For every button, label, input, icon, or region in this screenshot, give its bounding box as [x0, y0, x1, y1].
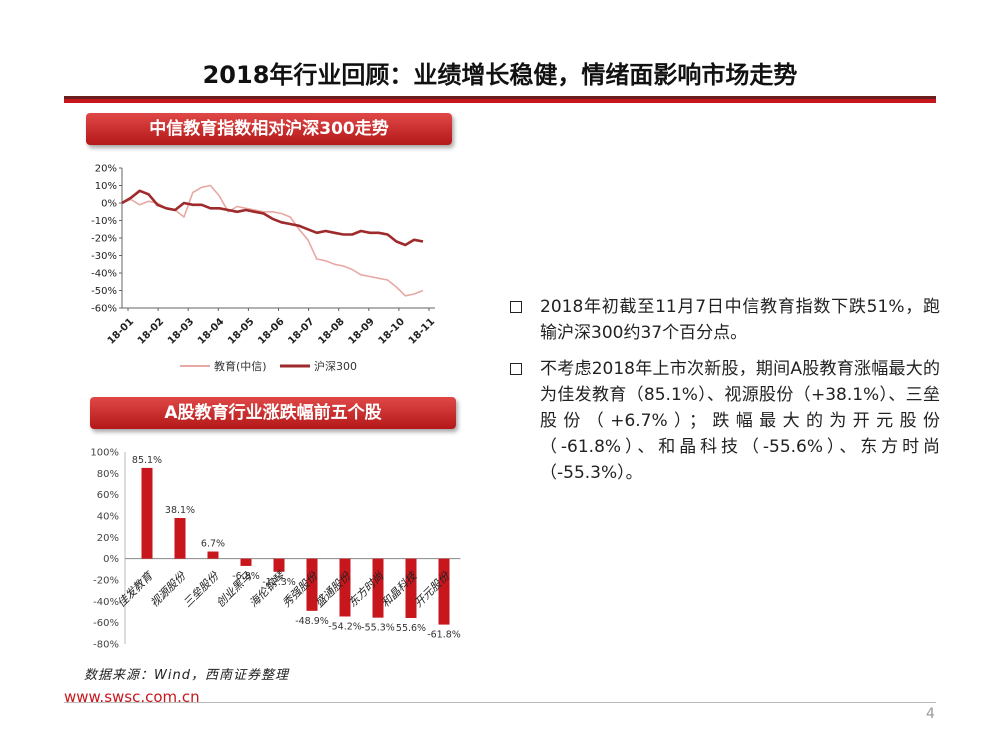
legend-label: 沪深300: [314, 359, 357, 373]
y-tick-label: 80%: [97, 469, 119, 480]
x-tick-label: 18-11: [407, 316, 437, 346]
bar-value-label: -54.2%: [328, 621, 362, 632]
site-url-link[interactable]: www.swsc.com.cn: [64, 688, 200, 706]
x-tick-label: 18-06: [256, 316, 286, 346]
page-number: 4: [926, 706, 935, 722]
legend-label: 教育(中信): [214, 359, 267, 373]
square-bullet-icon: [510, 301, 522, 313]
y-tick-label: 0%: [103, 554, 119, 565]
y-tick-label: -10%: [91, 216, 117, 227]
source-note: 数据来源：Wind，西南证券整理: [84, 668, 289, 683]
bar-value-label: -12.3%: [262, 577, 296, 588]
y-tick-label: -20%: [91, 234, 117, 245]
y-tick-label: -60%: [93, 618, 119, 629]
x-tick-label: 18-09: [347, 316, 377, 346]
top-five-bar-chart: 100%80%60%40%20%0%-20%-40%-60%-80%85.1%佳…: [90, 448, 461, 651]
x-tick-label: 18-04: [196, 316, 226, 346]
y-tick-label: -40%: [91, 269, 117, 280]
bar-value-label: 55.6%: [396, 623, 426, 634]
bullet-list: 2018年初截至11月7日中信教育指数下跌51%，跑输沪深300约37个百分点。…: [508, 294, 940, 496]
title-rule: [64, 96, 936, 99]
y-tick-label: 10%: [95, 181, 117, 192]
y-tick-label: -40%: [93, 597, 119, 608]
y-tick-label: -60%: [91, 304, 117, 315]
bar-value-label: 85.1%: [132, 455, 162, 466]
bar: [405, 558, 417, 618]
bar: [141, 467, 153, 559]
bar: [339, 558, 351, 617]
bullet-text: 2018年初截至11月7日中信教育指数下跌51%，跑输沪深300约37个百分点。: [540, 297, 940, 343]
x-tick-label: 18-03: [166, 316, 196, 346]
top-five-banner: A股教育行业涨跌幅前五个股: [90, 397, 456, 429]
bar-value-label: 38.1%: [165, 505, 195, 516]
bar: [174, 518, 186, 559]
bar: [306, 558, 318, 611]
bar: [273, 558, 285, 572]
slide-title: 2018年行业回顾：业绩增长稳健，情绪面影响市场走势: [202, 61, 798, 89]
bullet-text: 不考虑2018年上市次新股，期间A股教育涨幅最大的为佳发教育（85.1%）、视源…: [540, 359, 940, 483]
bullet-item: 不考虑2018年上市次新股，期间A股教育涨幅最大的为佳发教育（85.1%）、视源…: [508, 356, 940, 486]
x-tick-label: 18-02: [136, 316, 166, 346]
y-tick-label: -30%: [91, 251, 117, 262]
bullet-item: 2018年初截至11月7日中信教育指数下跌51%，跑输沪深300约37个百分点。: [508, 294, 940, 346]
bar: [372, 558, 384, 618]
y-tick-label: 60%: [97, 490, 119, 501]
square-bullet-icon: [510, 363, 522, 375]
y-tick-label: 100%: [90, 448, 119, 459]
x-tick-label: 18-10: [377, 316, 407, 346]
bar-value-label: -6.8%: [232, 571, 260, 582]
index-trend-chart: 20%10%0%-10%-20%-30%-40%-50%-60%18-01 18-…: [91, 164, 437, 374]
y-tick-label: -50%: [91, 286, 117, 297]
x-tick-label: 18-08: [316, 316, 346, 346]
bar-value-label: -55.3%: [361, 623, 395, 634]
bar: [438, 558, 450, 625]
y-tick-label: 20%: [97, 533, 119, 544]
y-tick-label: 20%: [95, 164, 117, 175]
series-line: [121, 189, 424, 247]
y-tick-label: 40%: [97, 512, 119, 523]
x-tick-label: 18-01: [106, 316, 136, 346]
x-tick-label: 18-07: [286, 316, 316, 346]
series-line: [121, 184, 424, 297]
footer-rule: [64, 702, 936, 703]
bar-value-label: -48.9%: [295, 616, 329, 627]
bar-value-label: -61.8%: [427, 630, 461, 641]
y-tick-label: 0%: [101, 199, 117, 210]
y-tick-label: -20%: [93, 576, 119, 587]
x-tick-label: 18-05: [226, 316, 256, 346]
index-trend-banner: 中信教育指数相对沪深300走势: [86, 113, 452, 145]
y-tick-label: -80%: [93, 640, 119, 651]
bar-value-label: 6.7%: [201, 539, 225, 550]
title-rule-accent: [64, 99, 936, 103]
bar: [240, 558, 252, 566]
bar: [207, 551, 219, 559]
